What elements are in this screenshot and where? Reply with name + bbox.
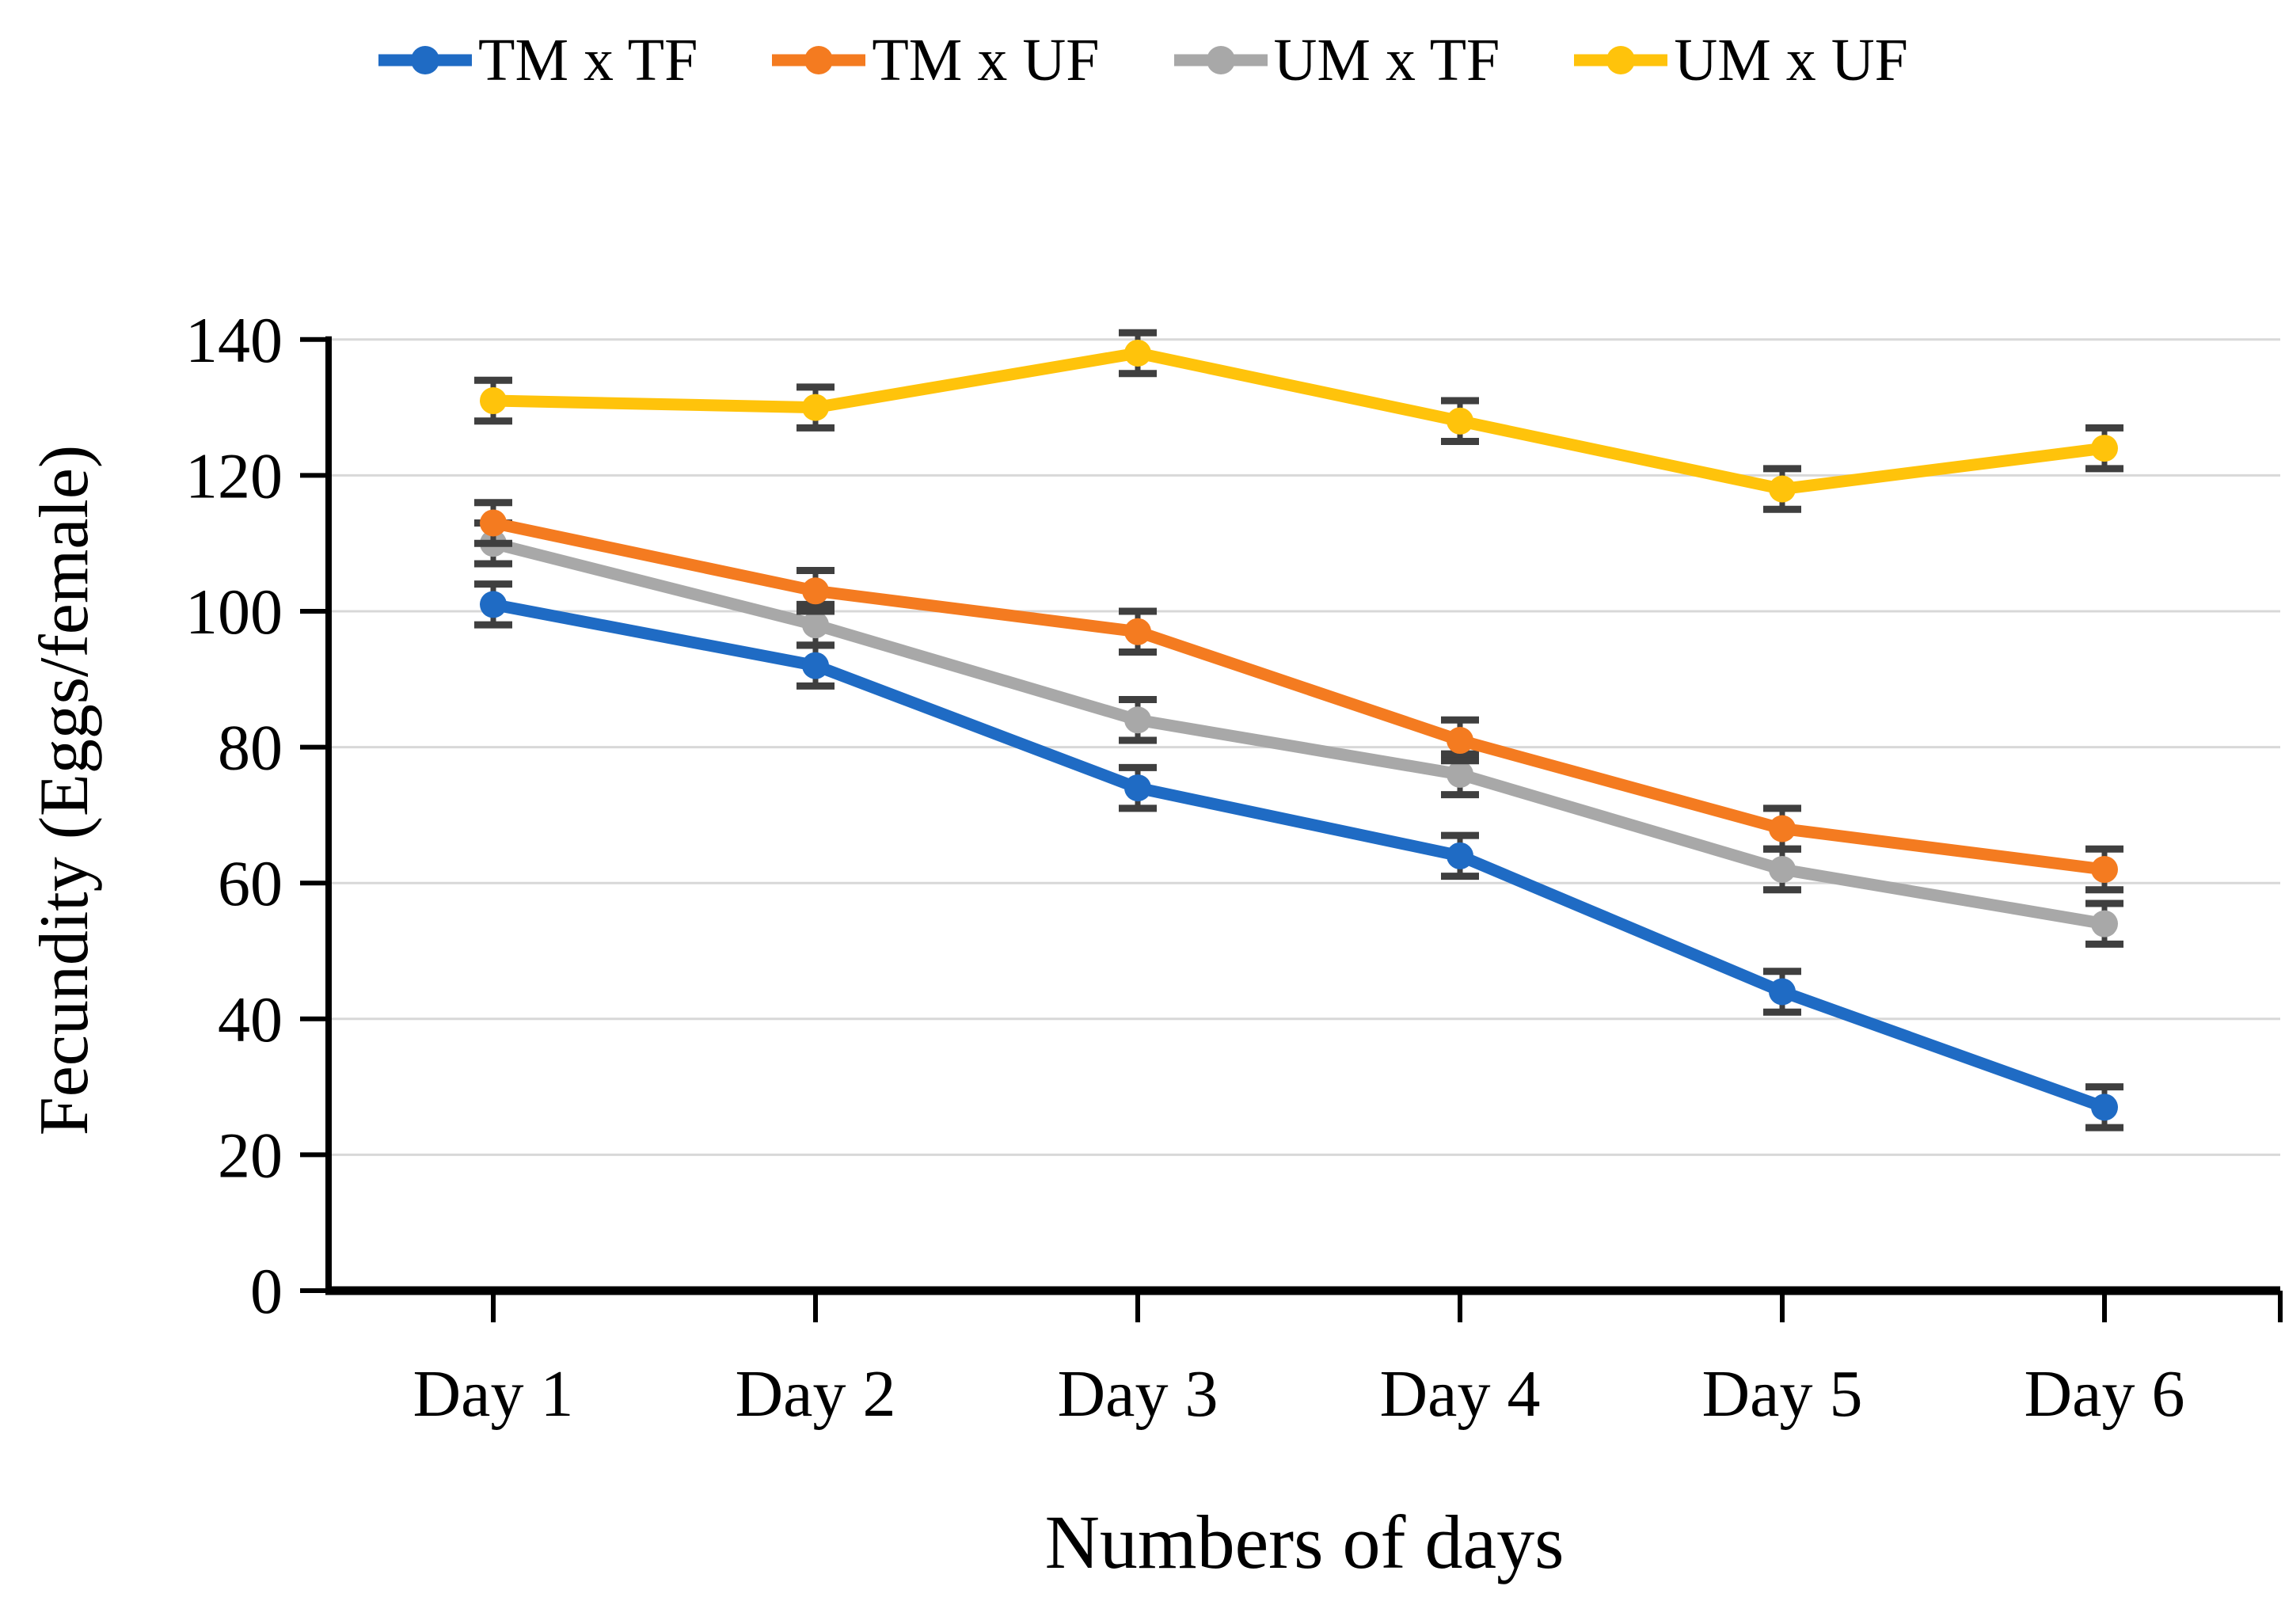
- series-marker-TM-x-UF: [1769, 815, 1796, 842]
- x-tick-label-3: Day 3: [1058, 1357, 1219, 1431]
- y-tick-label-60: 60: [218, 847, 283, 919]
- series-marker-TM-x-UF: [2091, 856, 2118, 884]
- legend-label-TM-x-TF: TM x TF: [478, 27, 698, 93]
- series-marker-UM-x-UF: [1447, 407, 1473, 435]
- legend-item-UM-x-TF: UM x TF: [1173, 30, 1500, 90]
- legend-marker-TM-x-UF: [772, 46, 866, 74]
- series-marker-TM-x-TF: [1447, 842, 1473, 869]
- series-marker-TM-x-UF: [1447, 727, 1473, 755]
- x-tick-label-2: Day 2: [736, 1357, 896, 1431]
- series-marker-TM-x-TF: [1769, 978, 1796, 1006]
- x-tick-label-1: Day 1: [413, 1357, 574, 1431]
- series-marker-UM-x-UF: [1124, 339, 1151, 367]
- x-tick-label-6: Day 6: [2025, 1357, 2185, 1431]
- legend-item-TM-x-TF: TM x TF: [377, 30, 698, 90]
- series-marker-UM-x-TF: [1769, 856, 1796, 884]
- series-marker-TM-x-UF: [1124, 618, 1151, 645]
- legend-marker-UM-x-UF: [1574, 46, 1668, 74]
- y-tick-label-0: 0: [250, 1255, 283, 1327]
- legend-item-TM-x-UF: TM x UF: [770, 27, 1100, 93]
- series-marker-UM-x-TF: [1447, 760, 1473, 788]
- series-line-UM-x-UF: [487, 347, 2111, 496]
- series-marker-UM-x-TF: [2091, 910, 2118, 938]
- x-tick-label-4: Day 4: [1380, 1357, 1541, 1431]
- y-tick-label-20: 20: [218, 1119, 283, 1191]
- series-marker-TM-x-TF: [1124, 774, 1151, 802]
- legend-label-UM-x-UF: UM x UF: [1674, 27, 1908, 93]
- series-marker-UM-x-UF: [802, 394, 829, 421]
- legend-marker-dot: [411, 46, 440, 74]
- series-marker-UM-x-UF: [2091, 435, 2118, 462]
- series-marker-UM-x-TF: [802, 611, 829, 639]
- legend-marker-dot: [804, 46, 834, 74]
- series-line-TM-x-UF: [487, 516, 2111, 876]
- legend-label-UM-x-TF: UM x TF: [1273, 27, 1500, 93]
- y-tick-label-40: 40: [218, 983, 283, 1055]
- series-marker-TM-x-UF: [802, 577, 829, 605]
- x-tick-label-5: Day 5: [1702, 1357, 1863, 1431]
- legend-marker-TM-x-TF: [378, 46, 473, 74]
- series-line-TM-x-TF: [487, 598, 2111, 1113]
- y-tick-label-80: 80: [218, 712, 283, 784]
- y-tick-label-120: 120: [185, 439, 283, 512]
- series-marker-UM-x-UF: [1769, 475, 1796, 503]
- legend-marker-dot: [1606, 46, 1636, 74]
- chart-legend: TM x TF TM x UF UM x TF UM x UF: [0, 30, 2285, 90]
- y-tick-label-100: 100: [185, 576, 283, 648]
- x-axis-title: Numbers of days: [1044, 1500, 1565, 1584]
- series-marker-TM-x-TF: [802, 652, 829, 679]
- legend-marker-UM-x-TF: [1173, 46, 1268, 74]
- series-line-UM-x-TF: [487, 537, 2111, 930]
- series-marker-TM-x-TF: [2091, 1093, 2118, 1121]
- legend-item-UM-x-UF: UM x UF: [1572, 30, 1908, 90]
- series-marker-UM-x-UF: [480, 387, 507, 415]
- series-marker-UM-x-TF: [1124, 706, 1151, 734]
- legend-label-TM-x-UF: TM x UF: [872, 27, 1100, 93]
- series-marker-TM-x-UF: [480, 509, 507, 537]
- series-marker-TM-x-TF: [480, 591, 507, 618]
- legend-marker-dot: [1206, 46, 1235, 74]
- y-tick-label-140: 140: [185, 304, 283, 376]
